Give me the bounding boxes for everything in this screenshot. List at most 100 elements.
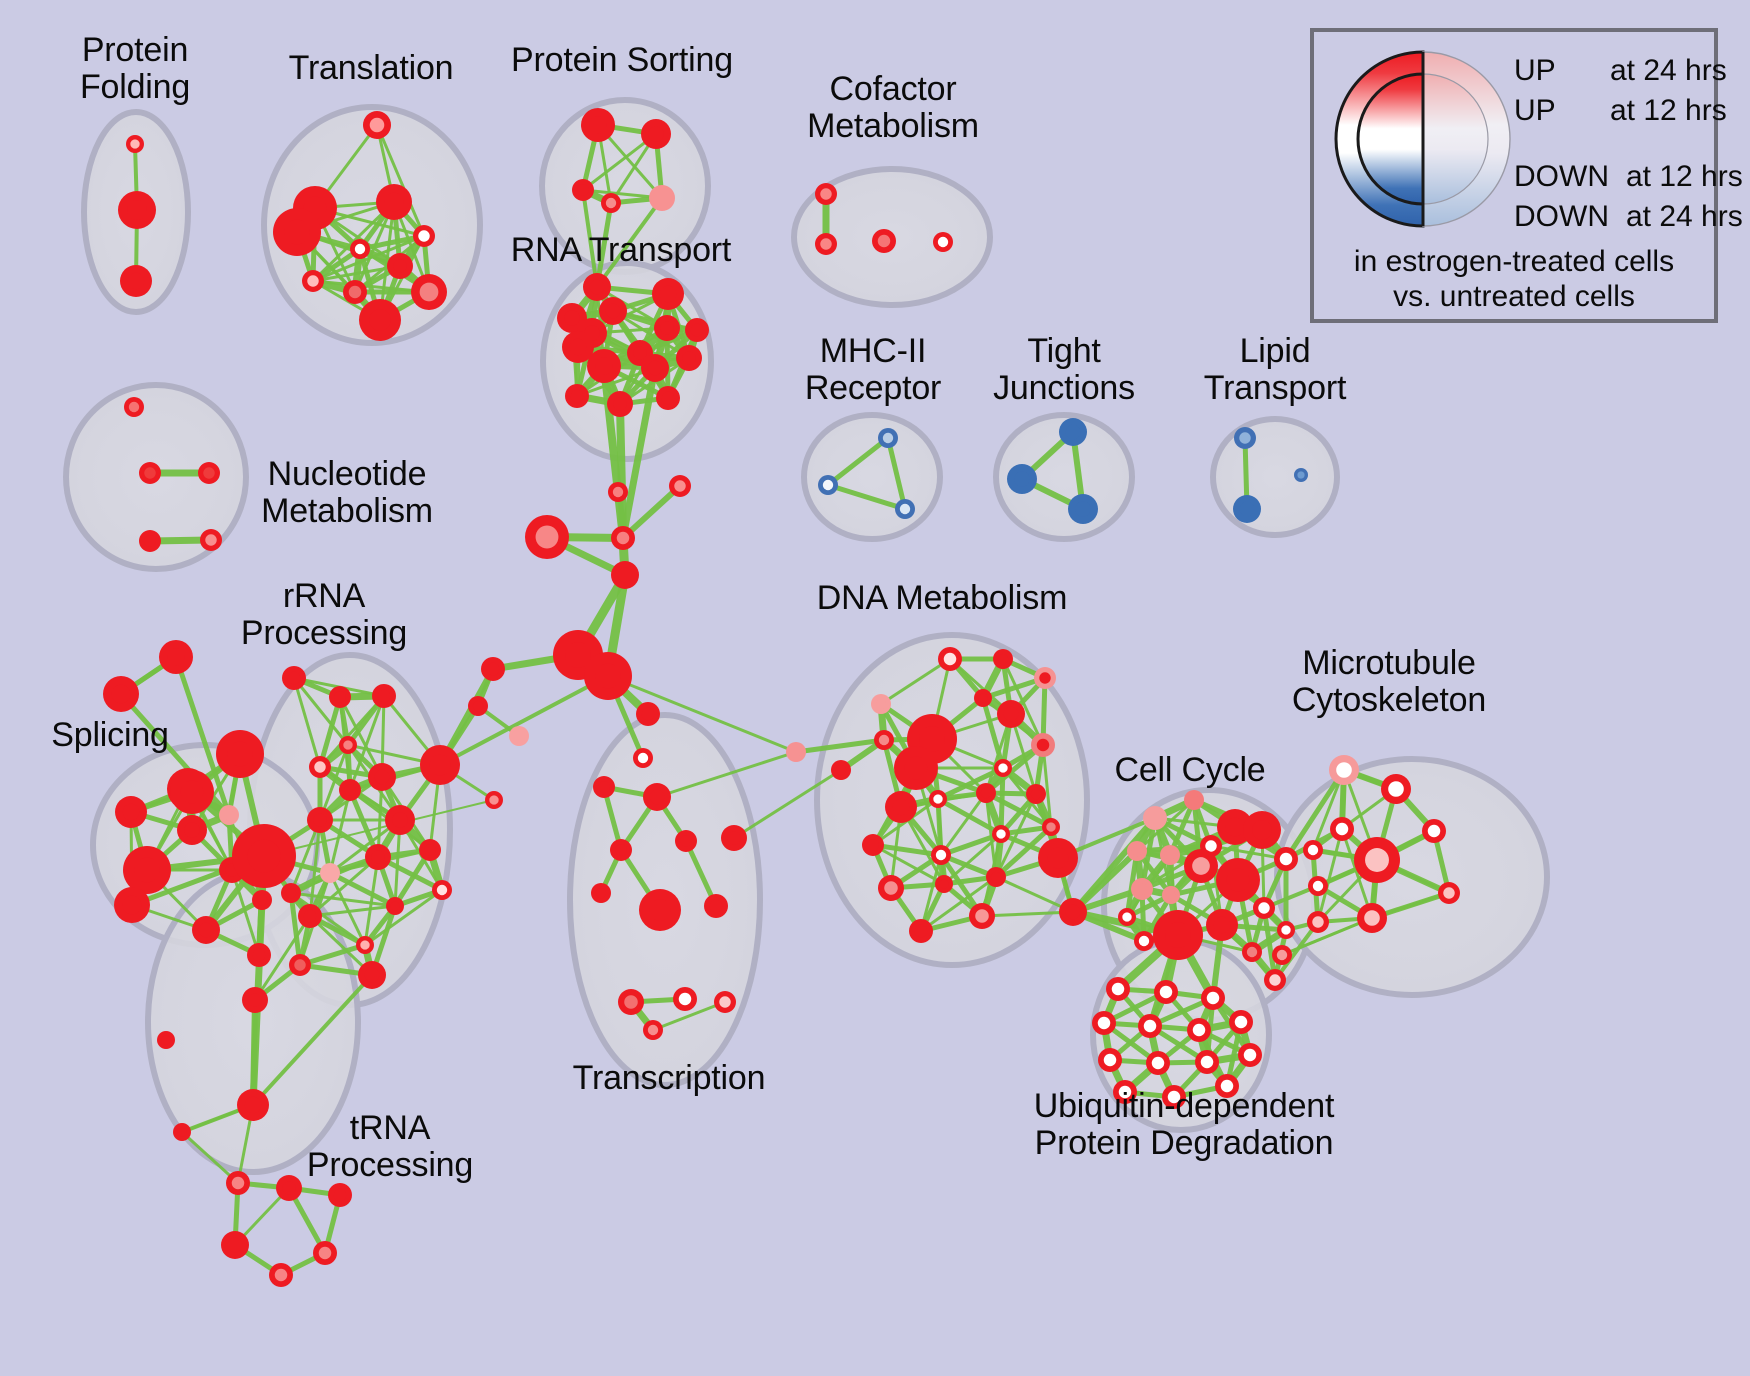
node-inner-core-12hr: [1103, 1053, 1117, 1067]
network-node: [118, 191, 156, 229]
node-inner-core-12hr: [875, 698, 887, 710]
node-inner-core-12hr: [1159, 985, 1173, 999]
network-edge: [1273, 920, 1320, 982]
network-node: [872, 229, 896, 253]
node-inner-core-12hr: [184, 822, 200, 838]
node-inner-core-12hr: [244, 1096, 262, 1114]
network-edge: [392, 847, 433, 909]
node-inner-core-12hr: [904, 756, 928, 780]
node-inner-core-12hr: [935, 849, 947, 861]
cluster-ellipse-lipid-transport: [1210, 416, 1340, 538]
node-inner-core-12hr: [1226, 868, 1250, 892]
node-inner-core-12hr: [678, 992, 692, 1006]
node-inner-core-12hr: [313, 813, 327, 827]
node-inner-core-12hr: [472, 700, 484, 712]
node-inner-core-12hr: [111, 684, 131, 704]
network-node: [1146, 1051, 1170, 1075]
network-node: [815, 233, 837, 255]
network-node: [1038, 838, 1078, 878]
node-inner-core-12hr: [371, 850, 385, 864]
network-edge: [619, 364, 659, 542]
network-edge: [363, 888, 444, 947]
network-node: [298, 904, 322, 928]
legend-direction-0: UP: [1514, 54, 1556, 87]
cluster-label-lipid-transport: Lipid Transport: [1203, 332, 1347, 408]
network-node: [1113, 1080, 1137, 1104]
network-node: [969, 903, 995, 929]
network-node: [114, 887, 150, 923]
network-node: [307, 807, 333, 833]
network-node: [1303, 840, 1323, 860]
node-inner-core-12hr: [1205, 840, 1217, 852]
cluster-label-line: Cell Cycle: [1114, 751, 1266, 789]
cluster-label-line: Metabolism: [261, 492, 433, 531]
node-inner-core-12hr: [598, 781, 610, 793]
network-edge: [311, 264, 402, 283]
network-edge: [292, 676, 322, 769]
network-edge: [173, 654, 232, 818]
node-inner-core-12hr: [914, 924, 928, 938]
network-node: [1307, 911, 1329, 933]
node-inner-core-12hr: [348, 285, 362, 299]
node-inner-core-12hr: [1225, 817, 1245, 837]
node-inner-core-12hr: [884, 881, 898, 895]
node-inner-core-12hr: [570, 389, 584, 403]
network-edge: [983, 790, 1054, 830]
network-node: [862, 834, 884, 856]
network-edge: [375, 123, 426, 238]
node-inner-core-12hr: [624, 995, 638, 1009]
network-node: [1162, 886, 1180, 904]
network-edge: [732, 768, 843, 840]
cluster-label-line: Splicing: [51, 716, 169, 754]
cluster-label-microtubule: Microtubule Cytoskeleton: [1292, 644, 1486, 720]
node-inner-core-12hr: [144, 467, 156, 479]
network-edge: [793, 737, 887, 755]
network-node: [643, 1020, 663, 1040]
network-node: [1160, 845, 1180, 865]
network-node: [376, 184, 412, 220]
network-edge: [263, 799, 495, 857]
network-edge: [328, 871, 367, 947]
node-inner-core-12hr: [1258, 902, 1270, 914]
node-inner-core-12hr: [605, 197, 617, 209]
network-node: [157, 1031, 175, 1049]
network-edge: [297, 942, 368, 968]
node-inner-core-12hr: [419, 282, 439, 302]
node-inner-core-12hr: [128, 401, 140, 413]
network-edge: [1167, 797, 1197, 858]
cluster-label-line: Receptor: [804, 369, 942, 408]
legend-direction-1: UP: [1514, 94, 1556, 127]
node-inner-core-12hr: [690, 323, 704, 337]
node-inner-core-12hr: [285, 887, 297, 899]
network-node: [226, 1171, 250, 1195]
network-node: [565, 384, 589, 408]
network-node: [192, 916, 220, 944]
network-node: [1330, 817, 1354, 841]
node-inner-core-12hr: [1443, 887, 1455, 899]
cluster-label-line: Transport: [1203, 369, 1347, 408]
legend-footer-line2: vs. untreated cells: [1393, 280, 1635, 314]
network-edge: [251, 973, 374, 1107]
network-node: [387, 253, 413, 279]
network-node: [420, 745, 460, 785]
node-inner-core-12hr: [660, 321, 674, 335]
network-node: [200, 529, 222, 551]
node-inner-core-12hr: [633, 346, 647, 360]
network-node: [413, 225, 435, 247]
network-node: [986, 867, 1006, 887]
node-inner-core-12hr: [252, 948, 266, 962]
node-inner-core-12hr: [661, 391, 675, 405]
node-inner-core-12hr: [605, 303, 621, 319]
network-node: [818, 475, 838, 495]
node-inner-core-12hr: [1065, 904, 1081, 920]
node-inner-core-12hr: [612, 486, 624, 498]
network-node: [115, 796, 147, 828]
network-node: [170, 770, 214, 814]
node-inner-core-12hr: [1014, 471, 1030, 487]
network-edge: [870, 842, 944, 858]
node-inner-core-12hr: [820, 238, 832, 250]
network-node: [669, 475, 691, 497]
node-inner-core-12hr: [318, 1246, 332, 1260]
network-node: [432, 880, 452, 900]
network-node: [1242, 942, 1262, 962]
